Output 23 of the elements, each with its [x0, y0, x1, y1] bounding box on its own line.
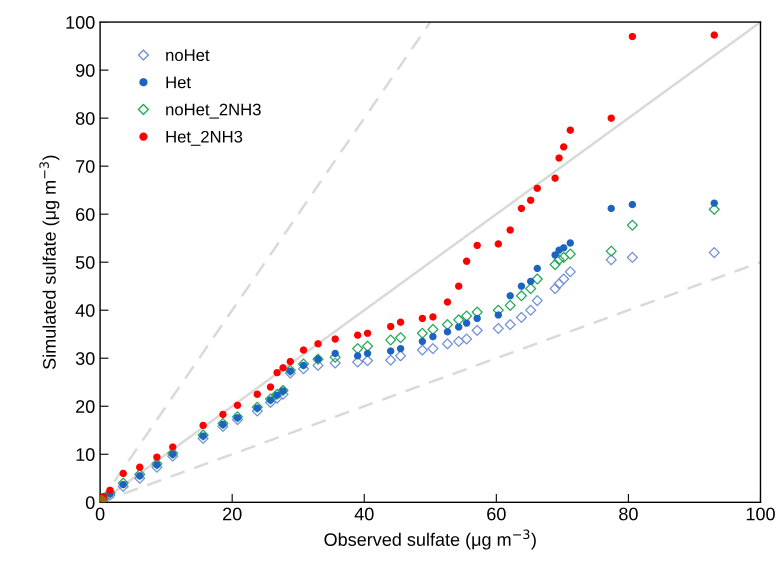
x-axis-title: Observed sulfate (μg m$^{−3}$) — [324, 530, 536, 550]
x-tick-label: 20 — [223, 508, 242, 520]
y-axis-title: Simulated sulfate (μg m$^{−3}$) — [39, 156, 60, 370]
legend-label: noHet — [166, 49, 210, 62]
y-tick-label: 20 — [76, 400, 95, 413]
y-tick-label: 100 — [66, 16, 95, 29]
x-tick-label: 80 — [619, 508, 638, 520]
y-tick-label: 80 — [76, 112, 95, 125]
x-tick-label: 60 — [487, 508, 506, 520]
x-tick-label: 100 — [746, 508, 775, 520]
y-tick-label: 30 — [76, 352, 95, 365]
y-tick-label: 90 — [76, 64, 95, 77]
y-tick-label: 0 — [86, 496, 95, 509]
y-tick-label: 10 — [76, 448, 95, 461]
legend-label: noHet_2NH3 — [166, 104, 261, 119]
x-tick-label: 0 — [96, 508, 104, 520]
y-tick-label: 60 — [76, 208, 95, 221]
y-tick-label: 70 — [76, 160, 95, 173]
x-tick-label: 40 — [354, 508, 374, 520]
y-tick-label: 40 — [76, 304, 95, 317]
y-tick-label: 50 — [76, 256, 95, 269]
legend-label: Het_2NH3 — [166, 130, 242, 146]
legend-label: Het — [166, 76, 191, 88]
